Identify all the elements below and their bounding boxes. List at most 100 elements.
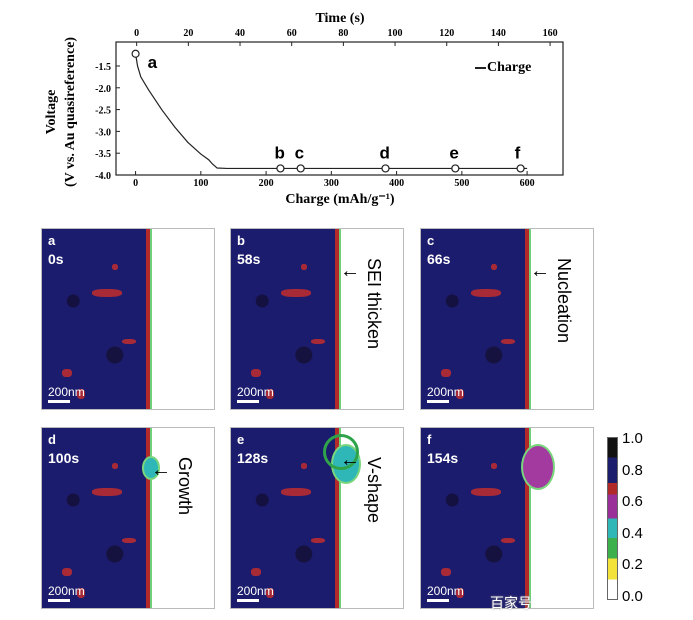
spot — [112, 463, 118, 469]
x-axis-title: Charge (mAh/g⁻¹) — [285, 192, 395, 207]
x2-tick-label: 20 — [183, 28, 193, 39]
spot — [491, 264, 497, 270]
spot — [62, 568, 72, 576]
annotation-b: SEI thicken — [364, 258, 384, 350]
spot — [501, 339, 515, 344]
spot — [251, 369, 261, 377]
panel-label: e — [237, 432, 245, 447]
arrow-icon: ← — [340, 260, 360, 282]
panel-time: 154s — [427, 450, 459, 466]
v-shape-circle — [323, 434, 359, 470]
x-tick-label: 600 — [520, 178, 535, 189]
electrolyte-region — [231, 229, 335, 409]
marker-label-a: a — [148, 53, 158, 72]
spot — [281, 488, 311, 496]
scale-bar-label: 200nm — [237, 385, 274, 399]
electrode-edge — [525, 428, 531, 608]
y-tick-label: -3.0 — [95, 127, 111, 138]
marker-label-c: c — [295, 143, 304, 162]
x2-tick-label: 120 — [439, 28, 454, 39]
spot — [311, 538, 325, 543]
microscopy-panel-c: c 66s 200nm — [420, 228, 594, 410]
annotation-e: V-shape — [364, 457, 384, 524]
panel-time: 66s — [427, 251, 451, 267]
plot-frame — [115, 41, 564, 176]
electrode-edge — [335, 229, 341, 409]
marker-c — [296, 164, 305, 173]
electrode-edge — [335, 428, 341, 608]
microscopy-panel-d: d 100s 200nm — [41, 427, 215, 609]
panel-time: 0s — [48, 251, 64, 267]
marker-f — [516, 164, 525, 173]
scale-bar: 200nm — [427, 385, 464, 403]
spot — [62, 369, 72, 377]
marker-d — [381, 164, 390, 173]
scale-bar: 200nm — [48, 584, 85, 602]
marker-label-e: e — [449, 143, 458, 162]
spot — [77, 389, 85, 399]
arrow-icon: ← — [151, 459, 171, 481]
spot — [266, 588, 274, 598]
x-tick-label: 200 — [259, 178, 274, 189]
legend-label: Charge — [487, 60, 531, 75]
x2-tick-label: 0 — [134, 28, 139, 39]
scale-bar: 200nm — [427, 584, 464, 602]
colorbar-tick-label: 0.4 — [622, 524, 643, 542]
panel-label: a — [48, 233, 56, 248]
spot — [251, 568, 261, 576]
panel-label: d — [48, 432, 56, 447]
spot — [92, 488, 122, 496]
panel-label: b — [237, 233, 245, 248]
microscopy-panel-e: e 128s 200nm — [230, 427, 404, 609]
electrolyte-region — [231, 428, 335, 608]
x2-tick-label: 100 — [388, 28, 403, 39]
marker-a — [131, 49, 140, 58]
spot — [491, 463, 497, 469]
scale-bar: 200nm — [237, 584, 274, 602]
arrow-icon: ← — [530, 260, 550, 282]
colorbar-tick-label: 0.6 — [622, 493, 643, 510]
spot — [441, 369, 451, 377]
spot — [301, 264, 307, 270]
y-tick-label: -2.5 — [95, 106, 111, 117]
y-axis-title: Voltage — [44, 90, 59, 135]
spot — [456, 389, 464, 399]
annotation-d: Growth — [175, 457, 195, 516]
lithium-deposit — [521, 444, 555, 490]
spot — [122, 538, 136, 543]
scale-bar: 200nm — [48, 385, 85, 403]
x-tick-label: 400 — [389, 178, 404, 189]
x2-axis-title: Time (s) — [315, 11, 364, 26]
spot — [471, 488, 501, 496]
electrode-edge — [146, 428, 152, 608]
x-tick-label: 0 — [133, 178, 138, 189]
panel-time: 100s — [48, 450, 80, 466]
panel-time: 128s — [237, 450, 269, 466]
electrode-edge — [146, 229, 152, 409]
scale-bar-label: 200nm — [427, 584, 464, 598]
spot — [77, 588, 85, 598]
colorbar-tick-label: 0.8 — [622, 461, 643, 479]
spot — [501, 538, 515, 543]
lithium-deposit — [142, 456, 160, 480]
electrolyte-region — [42, 428, 146, 608]
colorbar — [607, 437, 618, 600]
spot — [112, 264, 118, 270]
series-line-charge — [134, 53, 528, 170]
panel-label: c — [427, 233, 435, 248]
electrolyte-region — [421, 229, 525, 409]
marker-label-d: d — [380, 143, 390, 162]
marker-label-f: f — [515, 143, 521, 162]
voltage-charge-chart: 0 100 200 300 400 500 600 0 20 40 60 80 100 120 140 160… — [44, 11, 564, 207]
watermark: 百家号 — [490, 596, 532, 612]
y-axis-subtitle: (V vs. Au quasireference) — [63, 37, 78, 187]
spot — [281, 289, 311, 297]
x2-tick-label: 140 — [491, 28, 506, 39]
x2-tick-label: 80 — [338, 28, 348, 39]
arrow-icon: ← — [340, 449, 360, 471]
spot — [301, 463, 307, 469]
spot — [122, 339, 136, 344]
x2-tick-label: 160 — [543, 28, 558, 39]
marker-b — [276, 164, 285, 173]
colorbar-tick-label: 0.0 — [622, 587, 643, 605]
